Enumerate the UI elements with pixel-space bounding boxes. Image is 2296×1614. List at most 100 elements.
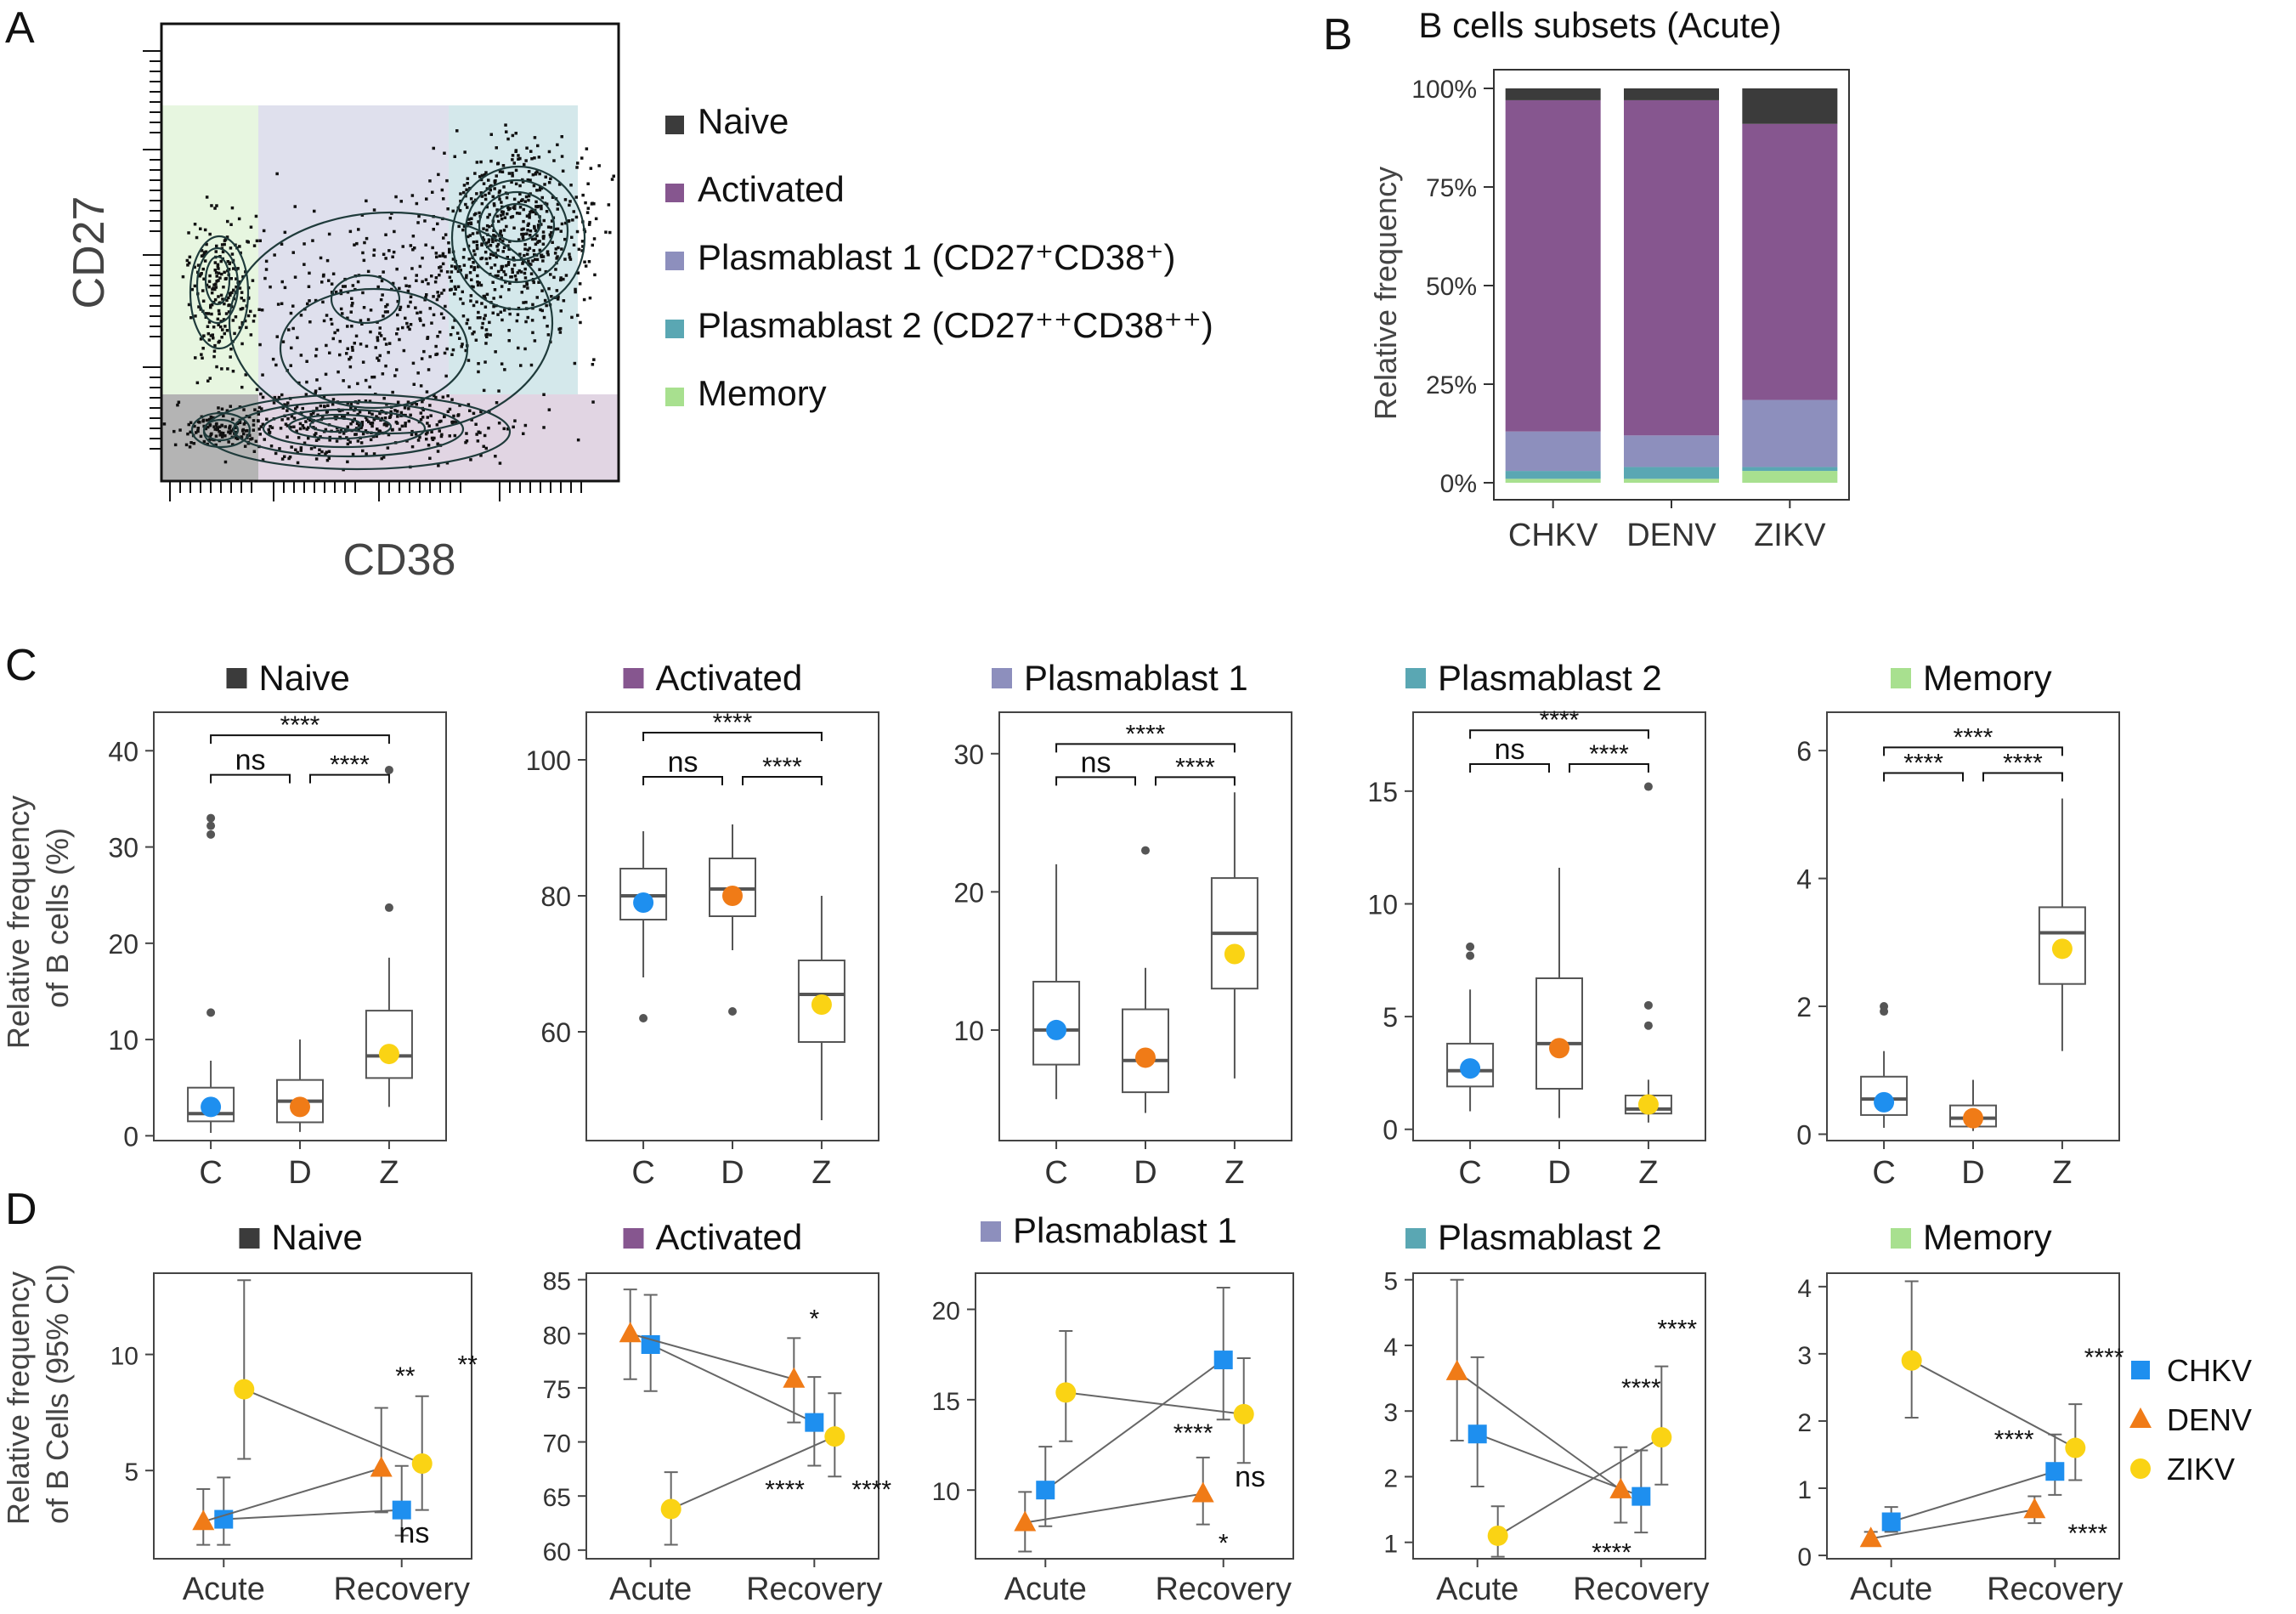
flow-event-dot xyxy=(392,250,396,254)
flow-event-dot xyxy=(572,243,576,246)
flow-event-dot xyxy=(305,360,308,363)
flow-event-dot xyxy=(223,302,226,306)
flow-event-dot xyxy=(608,230,612,235)
flow-event-dot xyxy=(500,234,503,238)
flow-event-dot xyxy=(329,318,333,321)
title-swatch-activated xyxy=(623,668,644,688)
flow-event-dot xyxy=(469,294,473,297)
flow-event-dot xyxy=(502,229,506,232)
flow-event-dot xyxy=(230,252,235,256)
flow-event-dot xyxy=(213,261,218,264)
flow-event-dot xyxy=(483,433,487,438)
sig-label: **** xyxy=(280,711,320,739)
flow-event-dot xyxy=(438,273,441,277)
flow-event-dot xyxy=(424,432,428,436)
flow-event-dot xyxy=(444,374,448,378)
flow-event-dot xyxy=(537,226,540,229)
panel-letter-d: D xyxy=(5,1185,37,1234)
flow-event-dot xyxy=(189,316,193,320)
flow-event-dot xyxy=(280,302,284,305)
flow-event-dot xyxy=(593,273,597,277)
panel-title-naive: Naive xyxy=(259,658,350,698)
flow-event-dot xyxy=(540,204,543,208)
flow-event-dot xyxy=(494,235,497,238)
flow-event-dot xyxy=(436,442,439,445)
flow-event-dot xyxy=(483,173,487,177)
flow-event-dot xyxy=(563,258,567,261)
flow-event-dot xyxy=(309,447,314,450)
flow-event-dot xyxy=(359,426,363,430)
flow-event-dot xyxy=(235,277,238,280)
flow-event-dot xyxy=(408,285,411,288)
flow-event-dot xyxy=(417,214,421,218)
flow-event-dot xyxy=(194,314,197,318)
flow-event-dot xyxy=(214,271,218,275)
flow-event-dot xyxy=(320,450,324,454)
flow-event-dot xyxy=(249,309,252,314)
flow-event-dot xyxy=(541,242,546,246)
flow-event-dot xyxy=(500,318,504,322)
flow-event-dot xyxy=(322,395,326,399)
sig-bracket xyxy=(742,776,823,785)
flow-event-dot xyxy=(294,448,297,451)
bar-zikv-memory xyxy=(1742,471,1838,483)
flow-event-dot xyxy=(529,229,533,233)
flow-event-dot xyxy=(481,321,484,326)
flow-event-dot xyxy=(440,188,444,192)
flow-event-dot xyxy=(321,275,325,278)
flow-event-dot xyxy=(495,146,498,150)
flow-event-dot xyxy=(215,365,218,369)
x-tick-label: C xyxy=(1044,1155,1067,1191)
title-swatch-activated xyxy=(623,1228,644,1249)
flow-event-dot xyxy=(506,256,509,259)
flow-event-dot xyxy=(287,328,291,331)
flow-event-dot xyxy=(219,325,223,329)
connector-chkv xyxy=(1044,1359,1224,1491)
flow-event-dot xyxy=(361,360,365,364)
flow-event-dot xyxy=(259,425,263,428)
flow-event-dot xyxy=(207,439,211,442)
flow-event-dot xyxy=(586,207,590,210)
flow-event-dot xyxy=(212,283,216,286)
sig-label: **** xyxy=(1954,723,1993,751)
flow-event-dot xyxy=(365,452,368,456)
flow-event-dot xyxy=(238,326,242,330)
flow-event-dot xyxy=(299,354,303,357)
y-tick-label: 15 xyxy=(1367,777,1398,807)
flow-event-dot xyxy=(451,326,455,330)
flow-event-dot xyxy=(523,242,527,246)
flow-event-dot xyxy=(550,219,554,223)
flow-event-dot xyxy=(535,241,540,245)
point-zikv xyxy=(411,1453,433,1474)
flow-event-dot xyxy=(506,137,510,141)
flow-event-dot xyxy=(551,195,555,199)
point-zikv xyxy=(2130,1458,2151,1479)
flow-event-dot xyxy=(427,424,431,428)
flow-event-dot xyxy=(203,228,207,232)
flow-event-dot xyxy=(398,337,401,342)
flow-event-dot xyxy=(442,316,445,320)
flow-event-dot xyxy=(234,315,238,319)
flow-event-dot xyxy=(587,223,591,226)
title-swatch-memory xyxy=(1891,1228,1911,1249)
bar-denv-plasmablast2 xyxy=(1624,467,1719,479)
flow-event-dot xyxy=(512,161,516,165)
flow-event-dot xyxy=(323,405,326,409)
flow-event-dot xyxy=(383,310,387,314)
flow-event-dot xyxy=(308,299,311,303)
y-tick-label: 80 xyxy=(540,881,571,912)
flow-event-dot xyxy=(203,259,207,263)
flow-event-dot xyxy=(217,406,220,410)
flow-event-dot xyxy=(245,429,248,433)
flow-event-dot xyxy=(533,226,536,230)
flow-event-dot xyxy=(453,319,456,322)
flow-event-dot xyxy=(535,296,539,299)
flow-event-dot xyxy=(450,353,454,356)
panel-d-y-label: Relative frequency of B Cells (95% CI) xyxy=(1,1263,75,1525)
flow-event-dot xyxy=(406,289,410,293)
x-tick-label: Z xyxy=(1638,1155,1658,1191)
flow-event-dot xyxy=(500,276,503,280)
